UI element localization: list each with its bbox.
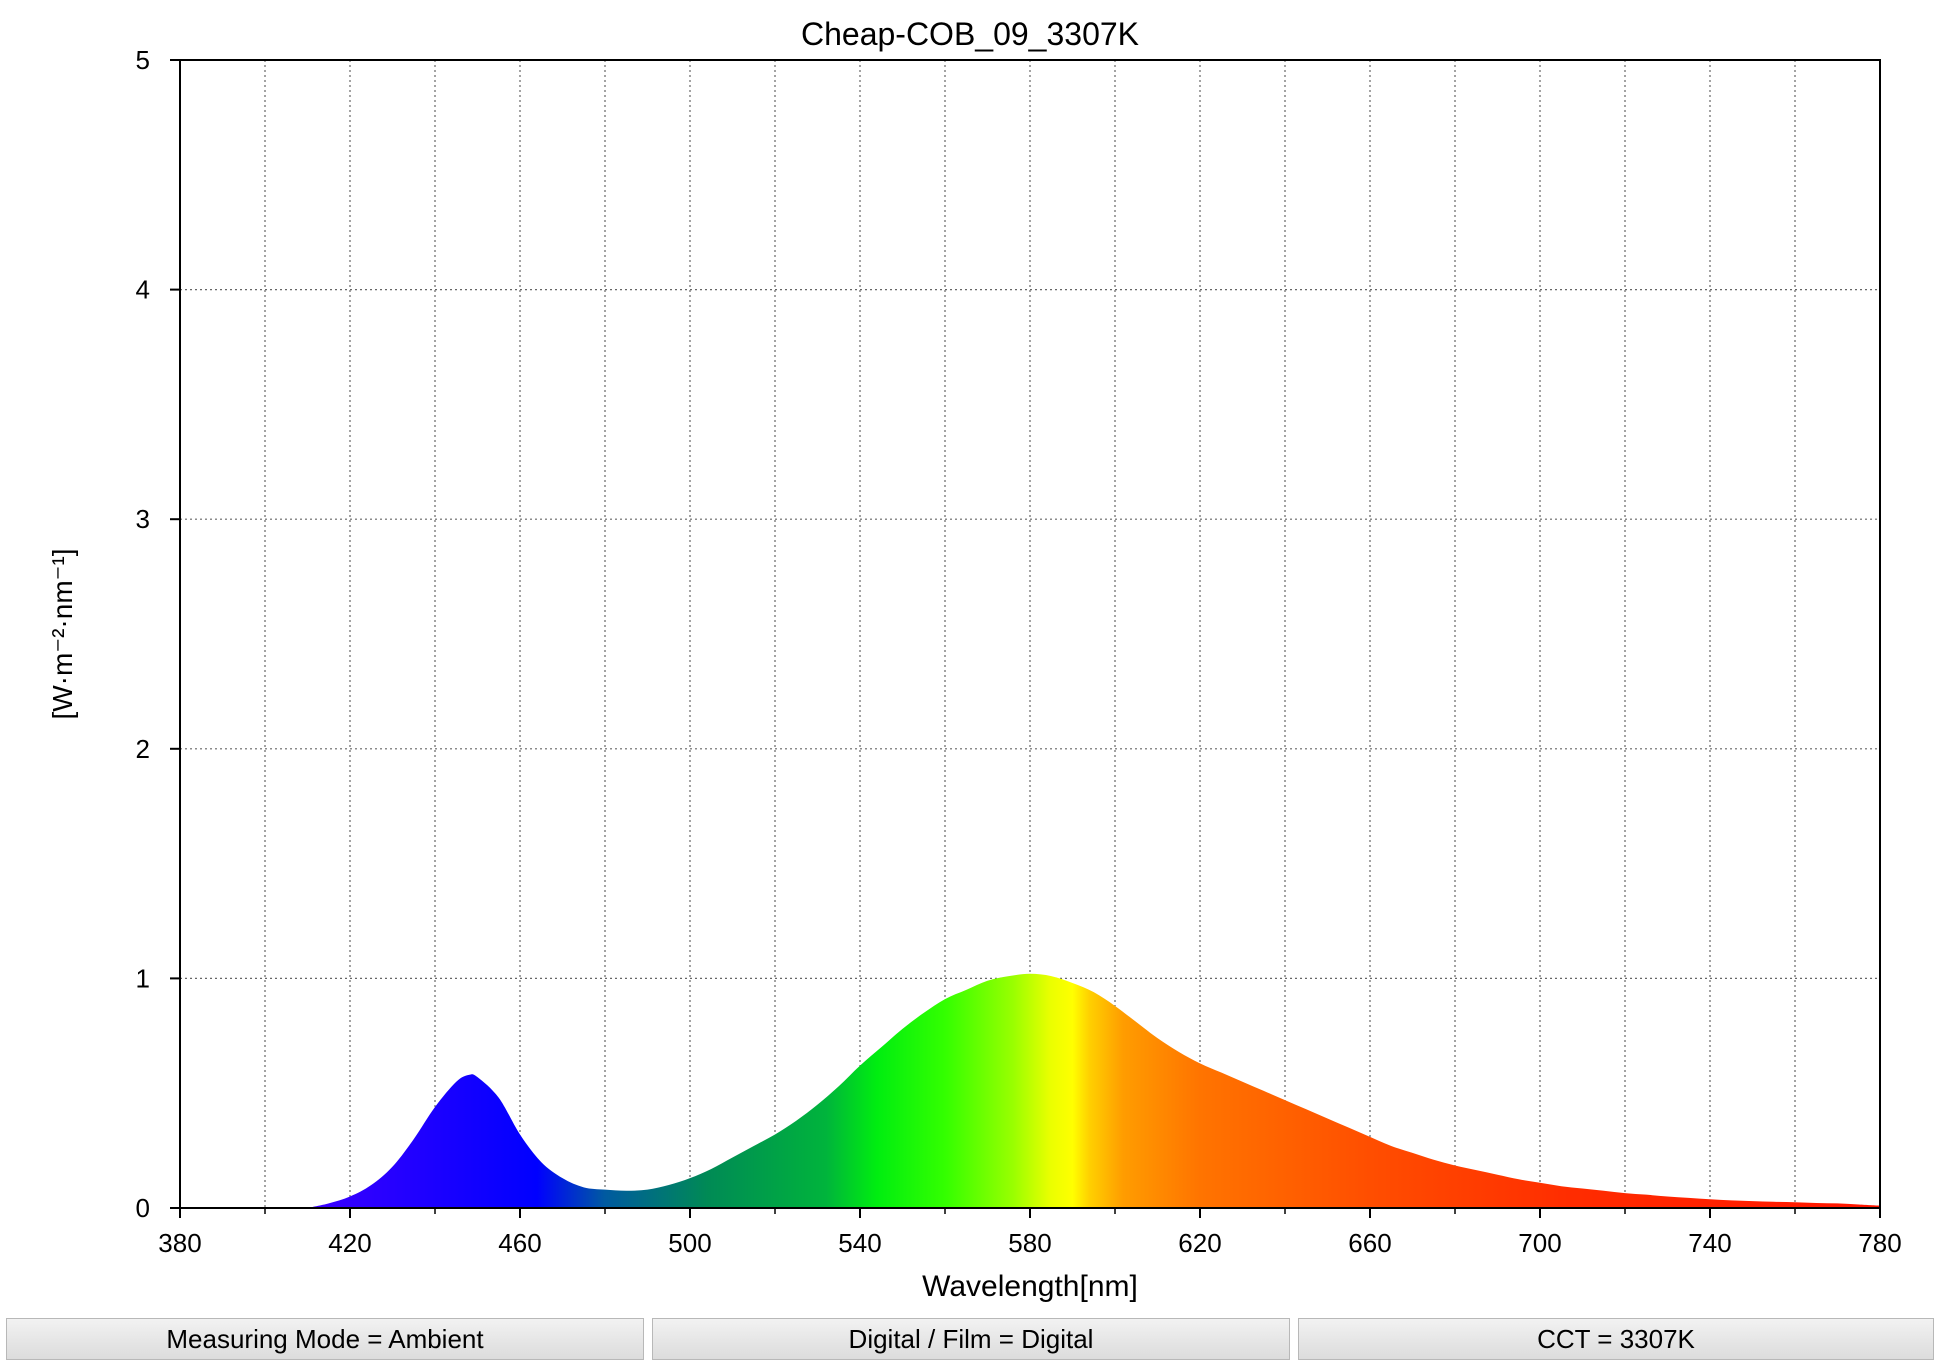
y-tick-label: 1 <box>136 963 150 993</box>
x-tick-label: 700 <box>1518 1228 1561 1258</box>
y-tick-label: 0 <box>136 1193 150 1223</box>
chart-title: Cheap-COB_09_3307K <box>801 16 1139 52</box>
x-tick-label: 580 <box>1008 1228 1051 1258</box>
x-tick-label: 740 <box>1688 1228 1731 1258</box>
x-tick-label: 660 <box>1348 1228 1391 1258</box>
x-axis-label: Wavelength[nm] <box>922 1270 1138 1303</box>
digital-film-status: Digital / Film = Digital <box>652 1318 1290 1360</box>
x-tick-label: 620 <box>1178 1228 1221 1258</box>
y-axis-label: [W·m⁻²·nm⁻¹] <box>47 548 78 719</box>
x-tick-label: 420 <box>328 1228 371 1258</box>
x-tick-label: 540 <box>838 1228 881 1258</box>
x-axis-ticks: 380 420 460 500 540 580 620 660 700 740 780 <box>158 1208 1902 1258</box>
y-tick-label: 5 <box>136 45 150 75</box>
x-tick-label: 780 <box>1858 1228 1901 1258</box>
y-tick-label: 4 <box>136 275 150 305</box>
x-tick-label: 460 <box>498 1228 541 1258</box>
x-tick-label: 380 <box>158 1228 201 1258</box>
x-tick-label: 500 <box>668 1228 711 1258</box>
y-axis-ticks: 0 1 2 3 4 5 <box>136 45 180 1223</box>
y-tick-label: 2 <box>136 734 150 764</box>
y-tick-label: 3 <box>136 504 150 534</box>
cct-status: CCT = 3307K <box>1298 1318 1934 1360</box>
status-bar: Measuring Mode = Ambient Digital / Film … <box>0 1318 1940 1362</box>
spectrum-chart: Cheap-COB_09_3307K 380 420 460 500 540 580 620… <box>47 16 1902 1303</box>
spectrum-area <box>307 973 1880 1208</box>
measuring-mode-status: Measuring Mode = Ambient <box>6 1318 644 1360</box>
